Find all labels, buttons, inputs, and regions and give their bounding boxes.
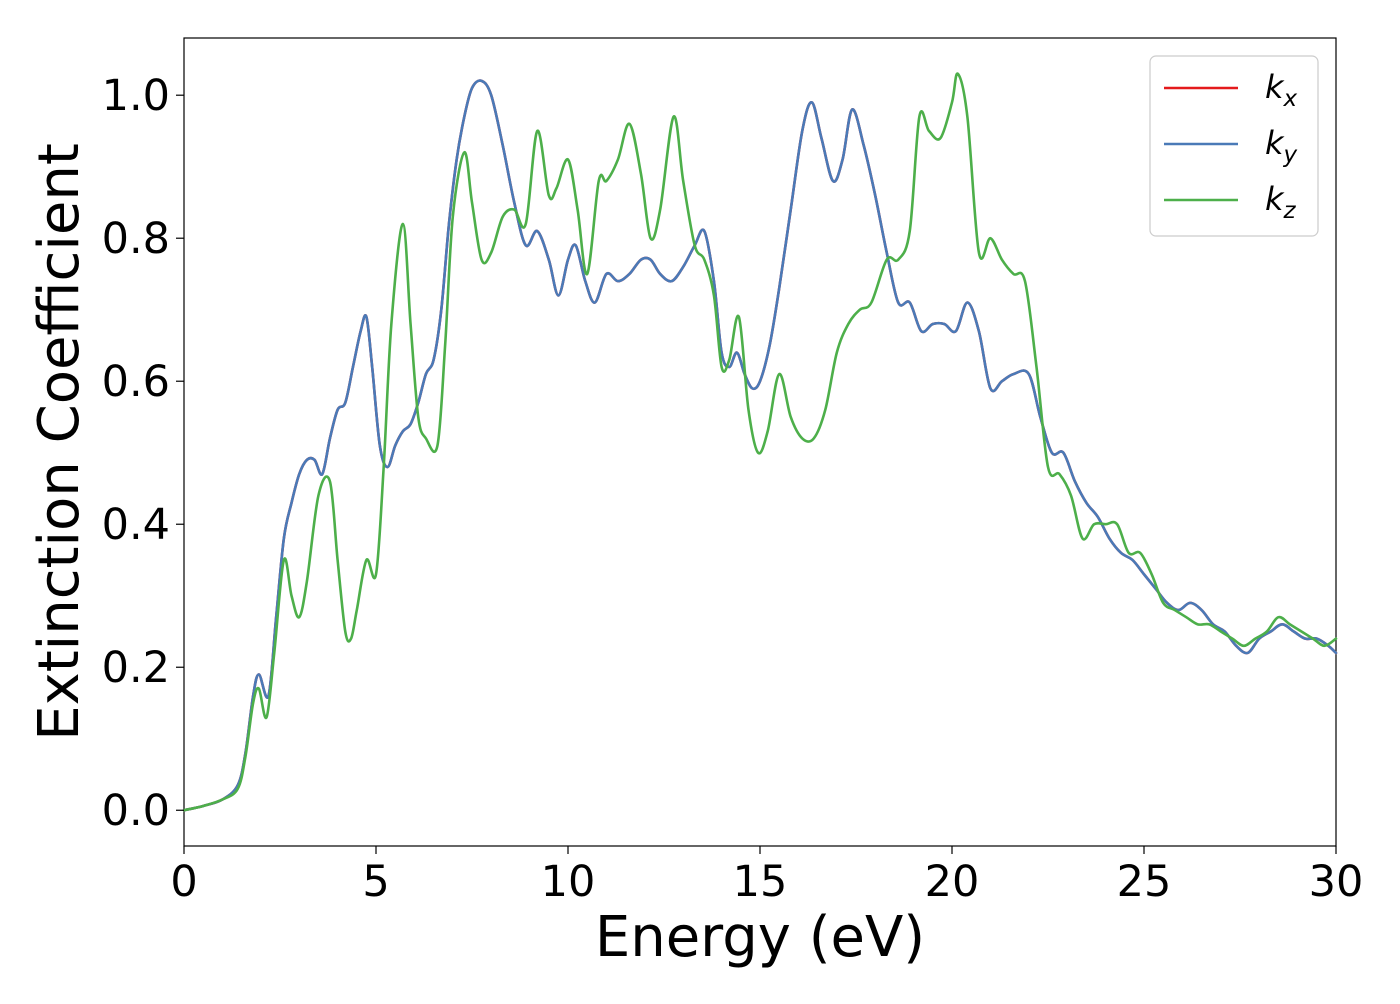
x-tick-label: 5 xyxy=(362,857,389,907)
y-axis: 0.0 0.2 0.4 0.6 0.8 1.0 xyxy=(102,71,184,836)
y-tick-label: 0.2 xyxy=(102,643,170,693)
legend-label-subscript: y xyxy=(1283,142,1298,168)
x-tick-label: 10 xyxy=(541,857,596,907)
y-tick-label: 0.6 xyxy=(102,357,170,407)
series-layer xyxy=(182,72,1338,812)
x-tick-label: 30 xyxy=(1309,857,1364,907)
y-tick-label: 0.8 xyxy=(102,214,170,264)
x-tick-label: 0 xyxy=(170,857,197,907)
x-axis-title: Energy (eV) xyxy=(595,905,925,970)
legend-label-base: k xyxy=(1265,124,1285,162)
legend-label-base: k xyxy=(1265,180,1285,218)
legend-label-y: ky xyxy=(1265,124,1298,168)
legend-label-x: kx xyxy=(1265,68,1298,112)
legend-label-subscript: x xyxy=(1283,86,1298,112)
x-axis: 0 5 10 15 20 25 30 xyxy=(170,846,1363,907)
series-line-z xyxy=(182,72,1338,812)
x-tick-label: 25 xyxy=(1117,857,1172,907)
legend-box xyxy=(1149,55,1319,237)
y-tick-label: 0.4 xyxy=(102,500,170,550)
y-tick-label: 1.0 xyxy=(102,71,170,121)
legend-label-z: kz xyxy=(1265,180,1297,224)
x-tick-label: 15 xyxy=(733,857,788,907)
series-line-y xyxy=(182,79,1338,812)
x-tick-label: 20 xyxy=(925,857,980,907)
y-axis-title: Extinction Coefficient xyxy=(27,143,92,741)
legend-label-base: k xyxy=(1265,68,1285,106)
y-tick-label: 0.0 xyxy=(102,786,170,836)
legend-label-subscript: z xyxy=(1283,198,1297,224)
